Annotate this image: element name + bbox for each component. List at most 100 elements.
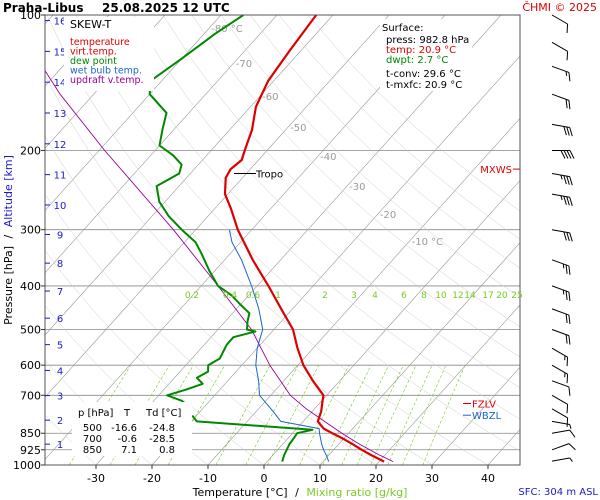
y-axis-label: Pressure [hPa] / Altitude [km] [2,155,15,325]
mixing-ratio-line [422,365,466,465]
wind-barb-half [562,263,565,269]
wind-barb [551,193,573,206]
isotherm-line [207,117,520,465]
mixing-ratio-line [356,365,404,465]
wind-barb-flag [566,357,569,367]
wind-barb-flag [566,126,570,136]
wind-barb-flag [566,175,570,185]
isotherm-line [45,15,334,336]
wind-barb [551,259,571,275]
mixing-ratio-label: 3 [351,291,357,301]
altitude-tick-label: 15 [54,47,67,58]
y-axis-label-sep: / [2,234,15,238]
wind-barb-flag [563,150,569,159]
fzlv-label: FZLV [472,399,496,410]
level-table-cell: -0.6 [117,434,137,445]
wind-barb-flag [566,51,569,61]
level-table-cell: 850 [83,445,102,456]
wind-barb-flag [565,313,568,323]
wind-barb-flag [566,417,569,427]
wind-barb-flag [563,196,567,205]
temperature-tick-label: 30 [425,472,439,485]
mixing-ratio-label: 14 [464,291,476,301]
altitude-tick-label: 3 [57,392,63,403]
x-axis-label-temperature: Temperature [°C] [192,486,288,499]
wind-barb-shaft [551,123,570,129]
wind-barb-half [569,457,573,462]
wind-barb-flag [565,99,568,109]
dry-adiabat [278,15,520,240]
wind-barb-flag [566,404,569,414]
wind-barb-shaft [551,380,570,388]
wind-barb-flag [565,264,568,274]
altitude-tick-label: 16 [54,17,67,28]
mixing-ratio-label: 0.2 [185,291,199,301]
credit-label: ČHMI © 2025 [522,1,597,14]
pressure-tick-label: 200 [20,144,41,157]
y-axis-label-altitude: Altitude [km] [2,155,15,227]
isotherm-line [151,55,520,465]
surface-title: Surface: [382,23,423,34]
altitude-tick-label: 13 [54,109,67,120]
wind-barb [551,65,571,82]
wind-barb [551,408,569,427]
level-table-cell: 500 [83,423,102,434]
dry-adiabat [104,15,520,420]
isotherm-label: -30 [349,182,365,193]
wind-barb [551,93,571,110]
wind-barb-flag [569,150,575,159]
altitude-tick-label: 7 [57,287,63,298]
temperature-tick-label: 0 [261,472,268,485]
wind-barb [551,347,569,367]
mixing-ratio-label: 10 [435,291,447,301]
mixing-ratio-label: 0.4 [223,291,238,301]
wind-barb [551,457,573,462]
isotherm-line [319,242,520,465]
mixing-ratio-label: 20 [496,291,508,301]
station-title: Praha-Libus [3,1,83,15]
dry-adiabat [45,414,97,465]
level-table-cell: 700 [83,434,102,445]
wbzl-label: WBZL [472,411,502,422]
wind-barb-shaft [551,394,568,405]
x-axis-label: Temperature [°C] / Mixing ratio [g/kg] [192,486,408,499]
dry-adiabat [162,15,520,358]
wind-barb-flag [569,197,573,206]
mixing-ratio-line [341,365,389,465]
level-table-header-t: T [123,408,131,419]
wind-barb [551,229,573,242]
wind-barb [551,429,576,438]
level-table-cell: 0.8 [159,445,175,456]
legend-title: SKEW-T [70,18,112,31]
wind-barb-flag [568,291,571,301]
wind-barb-flag [568,265,571,275]
wind-barb [551,308,571,324]
surface-press: press: 982.8 hPa [386,35,469,46]
altitude-tick-label: 11 [54,171,67,182]
datetime-title: 25.08.2025 12 UTC [102,1,230,15]
temperature-tick-label: 40 [481,472,495,485]
dry-adiabat [45,74,433,465]
wind-barb-flag [566,23,569,33]
wind-barb-shaft [551,408,568,419]
dry-adiabat [249,15,520,269]
wind-barb-flag [568,314,571,324]
mixing-ratio-label: 1 [275,291,281,301]
altitude-tick-label: 12 [54,140,67,151]
mixing-ratio-line [370,365,417,465]
wind-barb [551,380,571,396]
wind-barb-half [569,424,572,429]
temperature-series-line [223,15,385,463]
wind-barb [551,394,569,414]
wind-barb-flag [568,443,576,451]
temperature-tick-label: 20 [369,472,383,485]
wind-barb-flag [566,150,572,159]
altitude-tick-label: 8 [57,259,63,270]
wind-barb [551,364,569,384]
mixing-ratio-line [402,365,447,465]
pressure-tick-label: 100 [20,9,41,22]
level-table-cell: -16.6 [111,423,137,434]
wind-barb-flag [566,232,570,242]
legend-item: wet bulb temp. [70,66,142,77]
mxws-label: MXWS [480,165,512,176]
